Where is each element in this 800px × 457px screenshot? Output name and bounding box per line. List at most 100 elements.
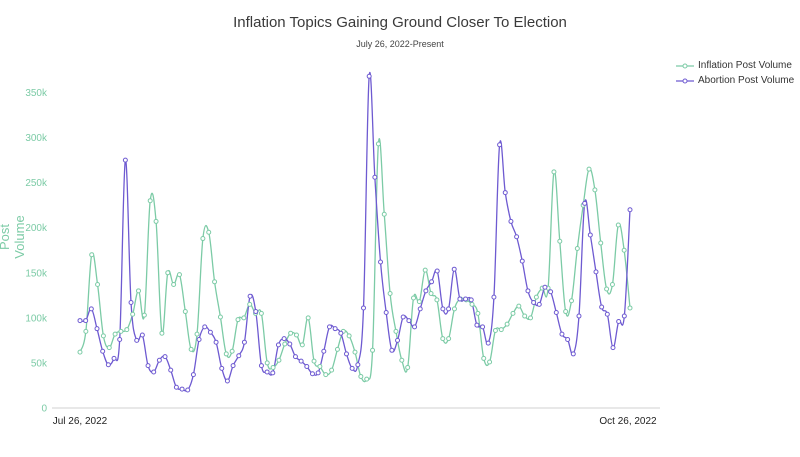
data-point[interactable] [400,314,406,320]
data-point[interactable] [326,324,332,330]
data-point[interactable] [389,347,395,353]
data-point[interactable] [615,222,621,228]
data-point[interactable] [258,363,264,369]
data-point[interactable] [156,357,162,363]
data-point[interactable] [568,298,574,304]
data-point[interactable] [241,339,247,345]
data-point[interactable] [434,297,440,303]
data-point[interactable] [77,349,83,355]
data-point[interactable] [176,272,182,278]
data-point[interactable] [83,328,89,334]
data-point[interactable] [173,384,179,390]
data-point[interactable] [141,312,147,318]
data-point[interactable] [145,363,151,369]
data-point[interactable] [298,358,304,364]
data-point[interactable] [171,282,177,288]
data-point[interactable] [440,306,446,312]
data-point[interactable] [440,336,446,342]
data-point[interactable] [610,345,616,351]
data-point[interactable] [258,310,264,316]
data-point[interactable] [522,313,528,319]
data-point[interactable] [292,354,298,360]
data-point[interactable] [247,301,253,307]
data-point[interactable] [309,371,315,377]
data-point[interactable] [451,306,457,312]
data-point[interactable] [393,328,399,334]
data-point[interactable] [474,322,480,328]
data-point[interactable] [570,351,576,357]
data-point[interactable] [188,346,194,352]
data-point[interactable] [491,294,497,300]
data-point[interactable] [323,372,329,378]
data-point[interactable] [139,332,145,338]
data-point[interactable] [352,349,358,355]
data-point[interactable] [627,207,633,213]
data-point[interactable] [514,234,520,240]
data-point[interactable] [406,318,412,324]
data-point[interactable] [395,337,401,343]
data-point[interactable] [604,286,610,292]
data-point[interactable] [383,309,389,315]
data-point[interactable] [434,268,440,274]
data-point[interactable] [100,348,106,354]
data-point[interactable] [475,310,481,316]
data-point[interactable] [112,331,118,337]
data-point[interactable] [100,333,106,339]
data-point[interactable] [153,218,159,224]
data-point[interactable] [270,364,276,370]
data-point[interactable] [223,351,229,357]
data-point[interactable] [95,282,101,288]
data-point[interactable] [124,327,130,333]
data-point[interactable] [343,351,349,357]
data-point[interactable] [504,321,510,327]
data-point[interactable] [508,218,514,224]
legend-item-abortion[interactable]: Abortion Post Volume [675,73,794,88]
data-point[interactable] [117,337,123,342]
data-point[interactable] [276,357,282,363]
data-point[interactable] [332,326,338,332]
data-point[interactable] [299,342,305,348]
data-point[interactable] [88,306,94,312]
data-point[interactable] [253,309,259,315]
data-point[interactable] [422,267,428,273]
data-point[interactable] [89,252,95,258]
data-point[interactable] [553,309,559,315]
data-point[interactable] [147,198,153,204]
data-point[interactable] [358,373,364,379]
data-point[interactable] [364,376,370,382]
data-point[interactable] [207,329,213,335]
data-point[interactable] [194,331,200,337]
data-point[interactable] [598,240,604,246]
data-point[interactable] [536,301,542,307]
data-point[interactable] [405,364,411,370]
data-point[interactable] [304,364,310,370]
data-point[interactable] [498,327,504,333]
data-point[interactable] [159,330,165,336]
data-point[interactable] [528,315,534,321]
data-point[interactable] [270,370,276,376]
data-point[interactable] [83,318,89,324]
data-point[interactable] [469,301,475,307]
data-point[interactable] [334,346,340,352]
data-point[interactable] [229,348,235,354]
data-point[interactable] [94,326,100,332]
data-point[interactable] [206,229,212,235]
data-point[interactable] [305,315,311,321]
data-point[interactable] [446,306,452,312]
data-point[interactable] [451,266,457,272]
data-point[interactable] [599,304,605,310]
data-point[interactable] [219,365,225,371]
data-point[interactable] [557,238,563,244]
data-point[interactable] [224,378,230,384]
data-point[interactable] [118,328,124,334]
data-point[interactable] [582,200,588,206]
data-point[interactable] [604,311,610,317]
data-point[interactable] [287,341,293,347]
data-point[interactable] [190,372,196,378]
data-point[interactable] [361,305,367,311]
data-point[interactable] [609,282,615,288]
data-point[interactable] [399,357,405,363]
data-point[interactable] [416,299,422,305]
data-point[interactable] [480,324,486,330]
data-point[interactable] [346,333,352,339]
